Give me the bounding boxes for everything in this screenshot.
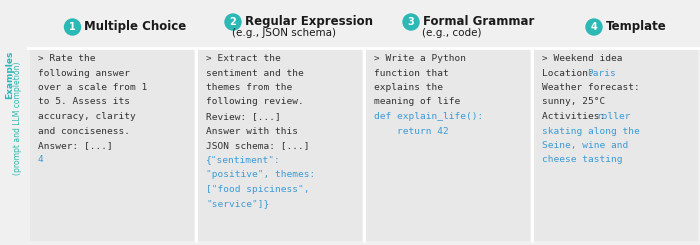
Text: Seine, wine and: Seine, wine and [542,141,629,150]
Text: to 5. Assess its: to 5. Assess its [38,98,130,107]
Text: Location:: Location: [542,69,599,77]
Text: Regular Expression: Regular Expression [245,15,373,28]
Text: Weather forecast:: Weather forecast: [542,83,640,92]
Text: and conciseness.: and conciseness. [38,126,130,135]
Text: explains the: explains the [374,83,443,92]
Text: Template: Template [606,21,666,34]
Text: meaning of life: meaning of life [374,98,461,107]
Text: JSON schema: [...]: JSON schema: [...] [206,141,309,150]
Text: cheese tasting: cheese tasting [542,156,622,164]
Text: Activities:: Activities: [542,112,611,121]
Text: Multiple Choice: Multiple Choice [85,21,187,34]
Text: following answer: following answer [38,69,130,77]
Circle shape [403,14,419,30]
Text: > Write a Python: > Write a Python [374,54,466,63]
Text: roller: roller [596,112,631,121]
Text: Examples: Examples [6,51,15,99]
Text: sunny, 25°C: sunny, 25°C [542,98,606,107]
Text: > Rate the: > Rate the [38,54,95,63]
Text: {"sentiment":: {"sentiment": [206,156,281,164]
Text: def explain_life():: def explain_life(): [374,112,483,121]
Circle shape [586,19,602,35]
FancyBboxPatch shape [534,48,698,241]
Text: 2: 2 [230,17,237,27]
Text: 4: 4 [591,22,597,32]
Text: > Extract the: > Extract the [206,54,281,63]
Circle shape [225,14,241,30]
Text: Answer: [...]: Answer: [...] [38,141,113,150]
Text: Formal Grammar: Formal Grammar [423,15,534,28]
Text: 3: 3 [407,17,414,27]
Circle shape [64,19,81,35]
Text: "positive", themes:: "positive", themes: [206,170,315,179]
Text: themes from the: themes from the [206,83,293,92]
Text: return 42: return 42 [374,126,449,135]
Text: 1: 1 [69,22,76,32]
Text: skating along the: skating along the [542,126,640,135]
Text: function that: function that [374,69,449,77]
Text: > Weekend idea: > Weekend idea [542,54,622,63]
Text: (e.g., JSON schema): (e.g., JSON schema) [232,28,336,38]
Text: Paris: Paris [587,69,616,77]
Text: (prompt and LLM completion): (prompt and LLM completion) [13,61,22,175]
Text: sentiment and the: sentiment and the [206,69,304,77]
Text: over a scale from 1: over a scale from 1 [38,83,147,92]
FancyBboxPatch shape [366,48,530,241]
Text: Answer with this: Answer with this [206,126,298,135]
FancyBboxPatch shape [30,48,194,241]
Text: (e.g., code): (e.g., code) [422,28,482,38]
Text: accuracy, clarity: accuracy, clarity [38,112,136,121]
Text: 4: 4 [38,156,43,164]
Text: ["food spiciness",: ["food spiciness", [206,184,309,194]
FancyBboxPatch shape [198,48,362,241]
Text: following review.: following review. [206,98,304,107]
Text: "service"]}: "service"]} [206,199,270,208]
Text: Review: [...]: Review: [...] [206,112,281,121]
